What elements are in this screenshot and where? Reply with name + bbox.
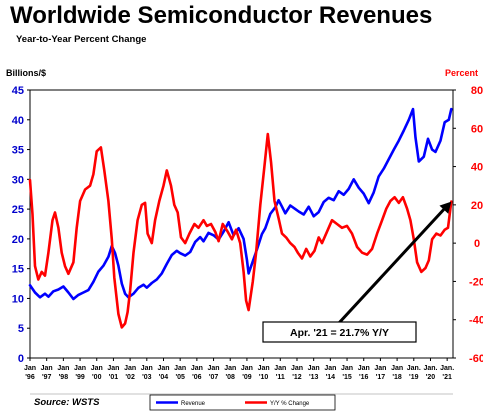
x-tick-label-month: Jan. <box>440 365 454 372</box>
x-tick-label-month: Jan <box>141 365 153 372</box>
y-right-tick-label: -20 <box>469 276 483 288</box>
y-right-tick-label: -40 <box>469 315 483 327</box>
x-tick-label-month: Jan <box>374 365 386 372</box>
yoy-change-series-line <box>28 132 453 329</box>
x-tick-label-year: '18 <box>392 374 402 381</box>
x-tick-label-year: '20 <box>426 374 436 381</box>
source-text: Source: WSTS <box>34 397 100 408</box>
y-left-tick-label: 15 <box>12 264 24 276</box>
x-tick-label-year: '07 <box>209 374 219 381</box>
x-tick-label-year: '17 <box>376 374 386 381</box>
annotation-arrow-line <box>336 204 449 326</box>
x-tick-label-year: '10 <box>259 374 269 381</box>
x-tick-label-month: Jan <box>107 365 119 372</box>
x-tick-label-month: Jan <box>291 365 303 372</box>
x-tick-label-year: '08 <box>226 374 236 381</box>
plot-area <box>29 89 454 359</box>
x-tick-label-year: '04 <box>159 374 169 381</box>
x-tick-label-year: '98 <box>59 374 69 381</box>
annotation-text: Apr. '21 = 21.7% Y/Y <box>290 327 389 339</box>
x-tick-label-year: '05 <box>175 374 185 381</box>
x-tick-label-year: '97 <box>42 374 52 381</box>
x-tick-label-month: Jan <box>274 365 286 372</box>
x-tick-label-year: '96 <box>25 374 35 381</box>
x-tick-label-month: Jan <box>241 365 253 372</box>
x-tick-label-year: '15 <box>342 374 352 381</box>
annotation-box <box>262 321 417 343</box>
x-tick-label-month: Jan <box>324 365 336 372</box>
x-tick-label-year: '13 <box>309 374 319 381</box>
chart-subtitle: Year-to-Year Percent Change <box>16 34 147 45</box>
y-left-tick-label: 20 <box>12 234 24 246</box>
annotation-arrow-head <box>439 201 452 214</box>
y-right-tick-label: 80 <box>471 85 483 97</box>
x-ticks: Jan '96 Jan '97 Jan '98 Jan '99 Jan '00 Jan '01 Jan '… <box>24 358 454 381</box>
x-tick-label-year: '01 <box>109 374 119 381</box>
x-tick-label-year: '00 <box>92 374 102 381</box>
legend-box <box>149 394 336 411</box>
x-tick-label-month: Jan. <box>423 365 437 372</box>
annotation-layer: Apr. '21 = 21.7% Y/Y <box>262 201 452 343</box>
y-left-tick-label: 45 <box>12 85 24 97</box>
x-tick-label-year: '12 <box>292 374 302 381</box>
x-tick-label-month: Jan <box>157 365 169 372</box>
y-right-tick-label: 60 <box>471 123 483 135</box>
x-tick-label-year: '03 <box>142 374 152 381</box>
x-tick-label-month: Jan <box>24 365 36 372</box>
x-tick-label-month: Jan <box>341 365 353 372</box>
y-left-tick-label: 35 <box>12 145 24 157</box>
x-tick-label-month: Jan <box>258 365 270 372</box>
x-tick-label-month: Jan <box>74 365 86 372</box>
chart-title: Worldwide Semiconductor Revenues <box>10 2 433 29</box>
x-tick-label-year: '02 <box>125 374 135 381</box>
y-left-tick-label: 0 <box>18 353 24 365</box>
x-tick-label-year: '16 <box>359 374 369 381</box>
x-tick-label-month: Jan <box>224 365 236 372</box>
x-tick-label-month: Jan <box>57 365 69 372</box>
x-tick-label-month: Jan <box>391 365 403 372</box>
x-tick-label-year: '11 <box>276 374 285 381</box>
x-tick-label-year: '09 <box>242 374 252 381</box>
y-left-tick-label: 10 <box>12 293 24 305</box>
x-tick-label-year: '14 <box>326 374 336 381</box>
y-right-tick-label: 0 <box>474 238 480 250</box>
x-tick-label-year: '99 <box>75 374 85 381</box>
y-right-tick-label: 40 <box>471 162 483 174</box>
y-left-tick-label: 40 <box>12 115 24 127</box>
x-tick-label-month: Jan <box>308 365 320 372</box>
y-left-axis-label: Billions/$ <box>6 68 46 78</box>
y-right-ticks: -60 -40 -20 0 20 40 60 80 <box>453 85 483 365</box>
x-tick-label-year: '19 <box>409 374 419 381</box>
y-left-tick-label: 25 <box>12 204 24 216</box>
x-tick-label-month: Jan <box>191 365 203 372</box>
y-left-tick-label: 30 <box>12 174 24 186</box>
x-tick-label-month: Jan <box>174 365 186 372</box>
x-tick-label-month: Jan. <box>407 365 421 372</box>
series-layer <box>28 107 453 329</box>
y-right-axis-label: Percent <box>445 68 478 78</box>
x-tick-label-year: '06 <box>192 374 202 381</box>
y-right-tick-label: -60 <box>469 353 483 365</box>
x-tick-label-month: Jan <box>41 365 53 372</box>
legend-label-revenue: Revenue <box>181 401 206 407</box>
x-tick-label-month: Jan <box>208 365 220 372</box>
x-tick-label-year: '21 <box>442 374 452 381</box>
x-tick-label-month: Jan <box>358 365 370 372</box>
revenue-series-line <box>28 107 453 301</box>
x-tick-label-month: Jan <box>124 365 136 372</box>
y-left-tick-label: 5 <box>18 323 24 335</box>
y-left-ticks: 0 5 10 15 20 25 30 35 40 45 <box>12 85 30 365</box>
y-right-tick-label: 20 <box>471 200 483 212</box>
legend: Revenue Y/Y % Change <box>149 394 336 411</box>
legend-label-yoy: Y/Y % Change <box>270 401 310 407</box>
x-tick-label-month: Jan <box>91 365 103 372</box>
